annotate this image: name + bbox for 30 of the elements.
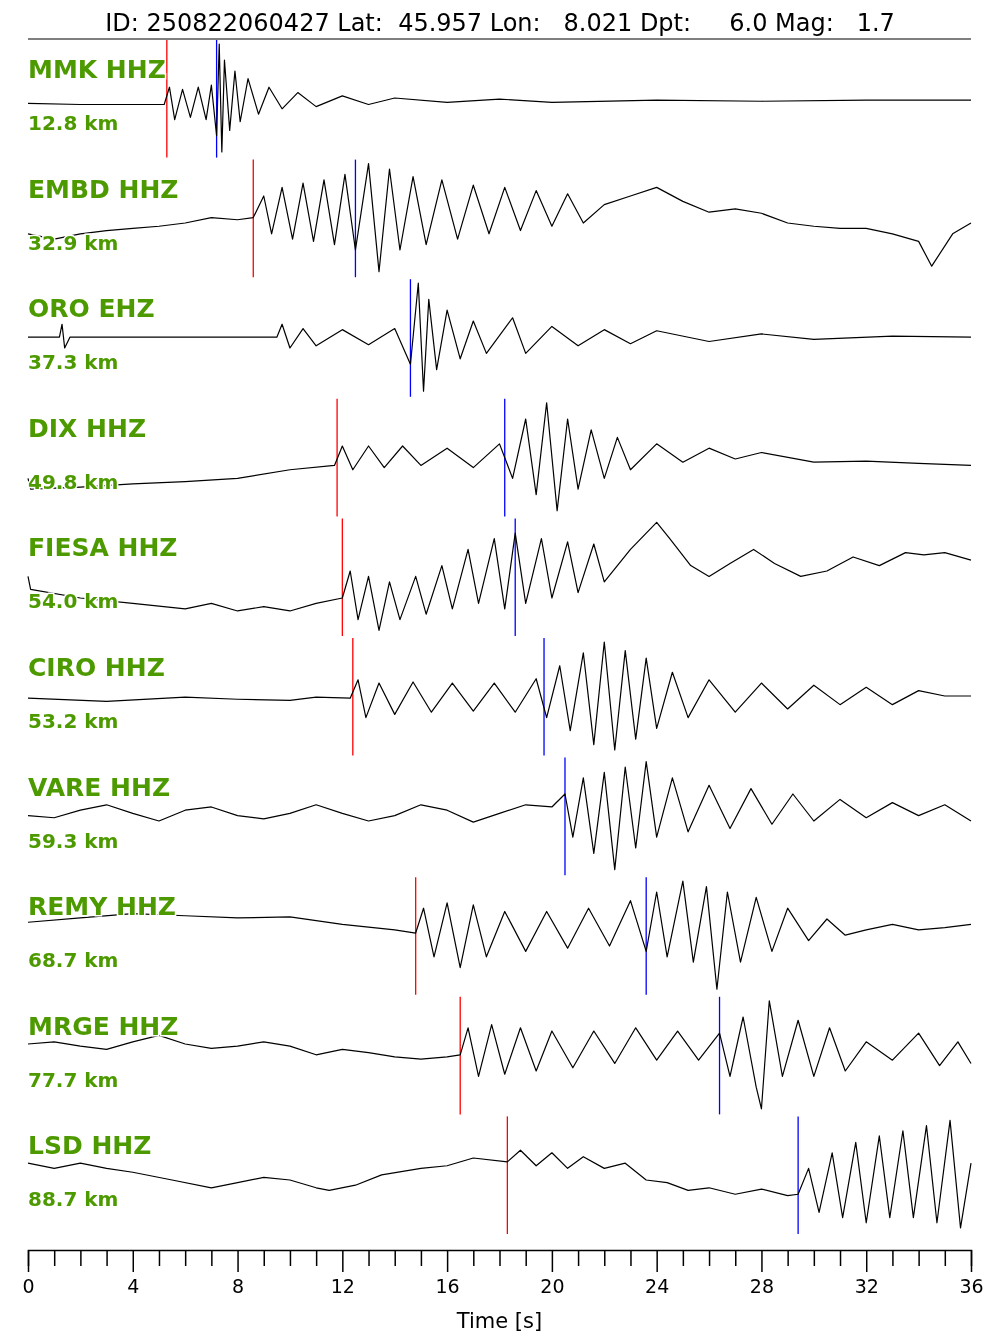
x-tick-label: 0 <box>22 1275 35 1298</box>
x-tick-label: 32 <box>854 1275 879 1298</box>
x-axis-title: Time [s] <box>455 1309 543 1333</box>
annotation: 88.7 km <box>28 1187 119 1212</box>
annotation: REMY HHZ <box>28 892 176 922</box>
annotation: CIRO HHZ <box>28 653 165 682</box>
annotation: VARE HHZ <box>28 772 171 802</box>
x-tick-label: 4 <box>127 1275 140 1298</box>
annotation: 37.3 km <box>28 350 119 375</box>
annotation: MRGE HHZ <box>28 1011 179 1041</box>
chart-title: ID: 250822060427 Lat: 45.957 Lon: 8.021 Dpt: 6.0 Mag: 1.7 <box>105 9 895 37</box>
x-tick-label: 36 <box>959 1275 984 1298</box>
annotation: 32.9 km <box>28 230 119 255</box>
annotation: 53.2 km <box>28 709 119 733</box>
annotation: FIESA HHZ <box>28 533 178 563</box>
x-tick-label: 20 <box>540 1275 565 1298</box>
annotation: EMBD HHZ <box>28 174 179 204</box>
x-tick-label: 24 <box>645 1275 670 1298</box>
annotation: 68.7 km <box>28 948 119 973</box>
annotation: DIX HHZ <box>28 413 147 443</box>
annotation: ORO EHZ <box>28 294 155 324</box>
annotation: 12.8 km <box>28 111 119 135</box>
annotation: 59.3 km <box>28 828 119 853</box>
annotation: MMK HHZ <box>28 55 166 84</box>
x-tick-label: 28 <box>749 1275 775 1298</box>
annotation: 77.7 km <box>28 1067 119 1092</box>
annotation: LSD HHZ <box>28 1131 152 1161</box>
x-tick-label: 12 <box>330 1275 355 1298</box>
x-tick-label: 16 <box>435 1275 460 1298</box>
x-tick-label: 8 <box>232 1275 245 1298</box>
